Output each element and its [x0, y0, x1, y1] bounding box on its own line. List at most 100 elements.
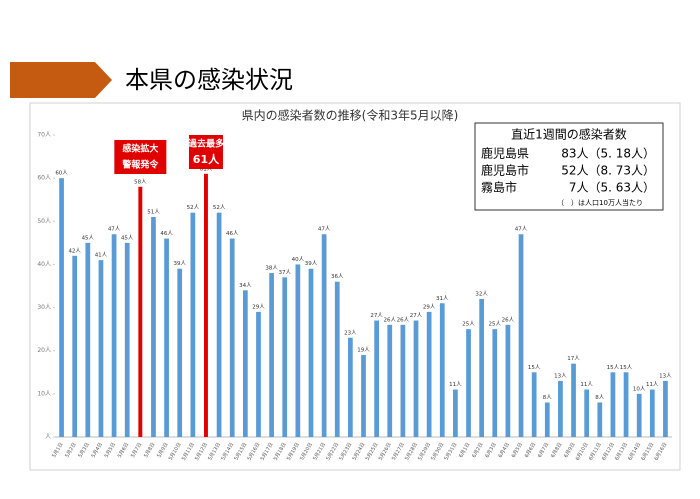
- bar: [308, 268, 314, 437]
- bar: [584, 389, 590, 437]
- data-label: 27人: [410, 312, 423, 319]
- annotation-text: 61人: [193, 152, 220, 166]
- data-label: 8人: [543, 394, 552, 401]
- slide-title: 本県の感染状況: [125, 66, 293, 94]
- y-tick-label: 10人: [37, 390, 51, 397]
- data-label: 38人: [265, 265, 278, 272]
- data-label: 25人: [489, 321, 502, 328]
- bar: [295, 264, 301, 437]
- bar: [649, 389, 655, 437]
- data-label: 29人: [423, 303, 436, 310]
- bar: [138, 186, 143, 437]
- bar: [623, 372, 629, 437]
- bar: [190, 212, 196, 437]
- data-label: 26人: [397, 316, 410, 323]
- bar: [610, 372, 616, 437]
- data-label: 29人: [252, 303, 265, 310]
- bar: [98, 260, 104, 437]
- bar: [164, 238, 169, 437]
- info-place: 鹿児島市: [481, 163, 529, 178]
- data-label: 8人: [595, 394, 604, 401]
- bar: [269, 273, 274, 437]
- info-count: 52人（8. 73人）: [561, 164, 655, 178]
- bar: [558, 380, 563, 437]
- data-label: 27人: [370, 312, 383, 319]
- data-label: 39人: [173, 260, 186, 267]
- bar: [426, 311, 432, 437]
- info-box: [474, 122, 664, 211]
- bar: [453, 389, 458, 437]
- annotation-text: 過去最多: [187, 138, 224, 150]
- data-label: 36人: [331, 273, 344, 280]
- data-label: 46人: [160, 230, 173, 237]
- data-label: 13人: [554, 372, 567, 379]
- data-label: 31人: [436, 295, 449, 302]
- bar: [216, 212, 222, 437]
- y-tick-label: 40人: [37, 261, 51, 268]
- data-label: 13人: [659, 372, 672, 379]
- bar: [492, 329, 498, 437]
- data-label: 17人: [567, 355, 580, 362]
- y-tick-label: 30人: [37, 304, 51, 311]
- bar: [531, 372, 537, 437]
- bar: [124, 242, 130, 437]
- info-count: 7人（5. 63人）: [569, 181, 655, 195]
- bar: [151, 216, 156, 437]
- bar: [282, 277, 288, 437]
- data-label: 58人: [134, 178, 147, 185]
- bar: [361, 355, 366, 437]
- data-label: 19人: [357, 347, 370, 354]
- bar: [636, 393, 642, 437]
- bar: [242, 290, 248, 437]
- bar: [663, 380, 668, 437]
- bar: [439, 303, 445, 437]
- data-label: 15人: [620, 364, 633, 371]
- data-label: 26人: [502, 316, 515, 323]
- bar: [374, 320, 379, 437]
- data-label: 47人: [318, 226, 331, 233]
- annotation-box: [188, 135, 223, 169]
- info-place: 鹿児島県: [481, 146, 529, 161]
- bar: [518, 234, 524, 437]
- bar: [111, 234, 117, 437]
- bar: [597, 402, 603, 437]
- chart-title: 県内の感染者数の推移(令和3年5月以降): [242, 108, 459, 123]
- data-label: 32人: [475, 290, 488, 297]
- bar: [387, 324, 393, 437]
- data-label: 39人: [305, 260, 318, 267]
- bar: [72, 255, 78, 437]
- data-label: 52人: [213, 204, 226, 211]
- bar: [256, 311, 261, 437]
- bar: [348, 337, 353, 437]
- bar: [413, 320, 419, 437]
- bar: [479, 298, 485, 437]
- annotation-text: 警報発令: [122, 159, 159, 171]
- data-label: 11人: [646, 381, 659, 388]
- data-label: 51人: [147, 208, 160, 215]
- data-label: 25人: [462, 321, 475, 328]
- data-label: 45人: [82, 234, 95, 241]
- data-label: 23人: [344, 329, 357, 336]
- data-label: 11人: [580, 381, 593, 388]
- data-label: 41人: [95, 252, 108, 259]
- info-count: 83人（5. 18人）: [561, 147, 655, 161]
- bar: [571, 363, 576, 437]
- data-label: 45人: [121, 234, 134, 241]
- data-label: 26人: [384, 316, 397, 323]
- bar: [229, 238, 235, 437]
- bar: [334, 281, 340, 437]
- data-label: 15人: [607, 364, 620, 371]
- bar: [59, 178, 64, 437]
- bar: [400, 324, 406, 437]
- data-label: 10人: [633, 385, 646, 392]
- data-label: 42人: [68, 247, 81, 254]
- data-label: 47人: [515, 226, 528, 233]
- data-label: 40人: [292, 256, 305, 263]
- data-label: 37人: [278, 269, 291, 276]
- bar: [505, 324, 511, 437]
- bar: [544, 402, 550, 437]
- data-label: 34人: [239, 282, 252, 289]
- y-tick-label: 50人: [37, 218, 51, 225]
- data-label: 47人: [108, 226, 121, 233]
